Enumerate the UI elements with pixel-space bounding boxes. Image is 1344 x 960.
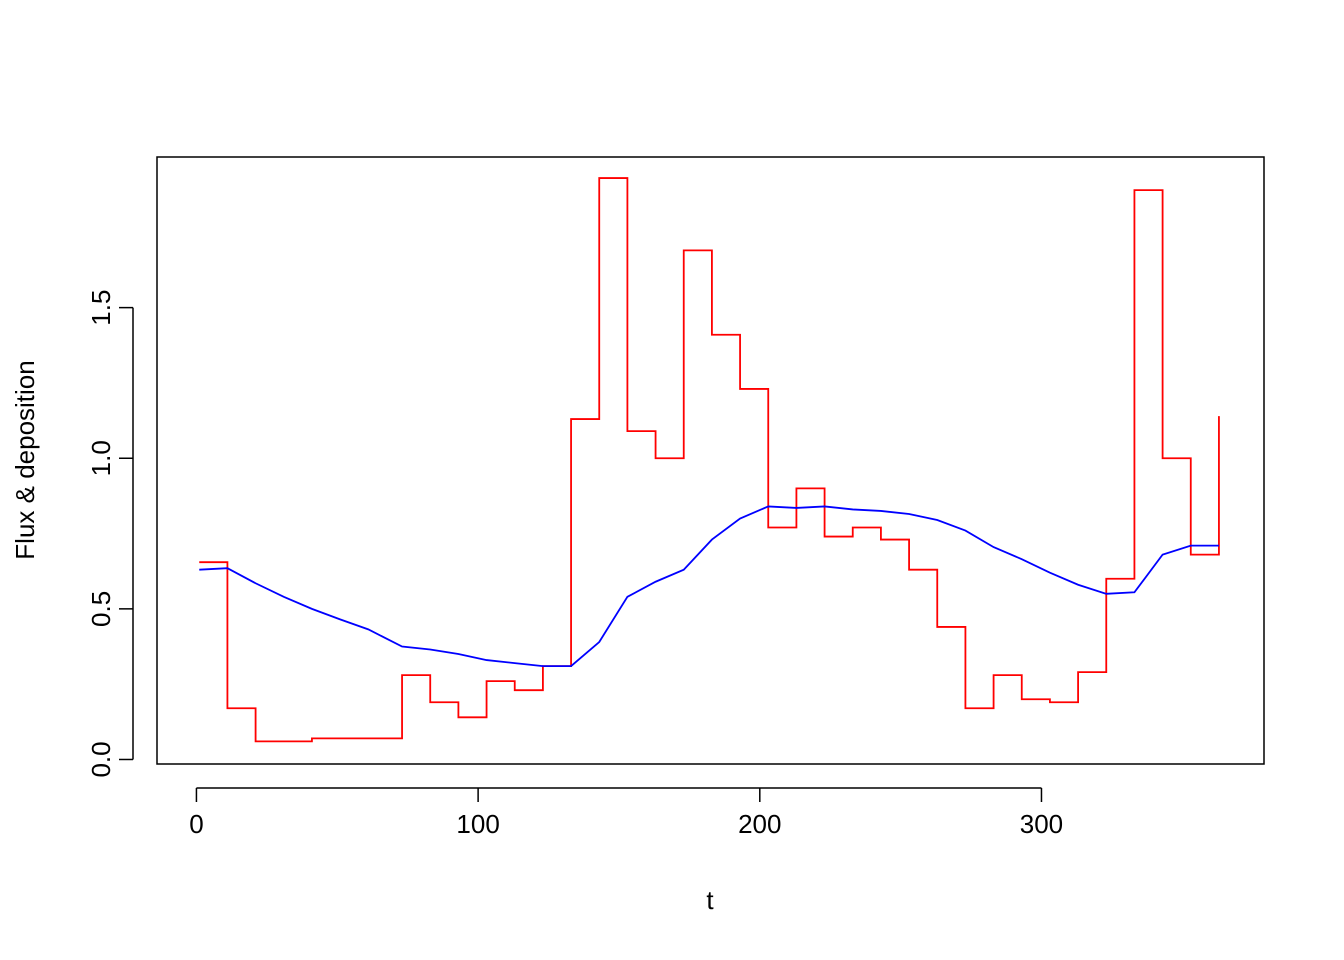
y-axis: 0.0 0.5 1.0 1.5 (86, 290, 134, 778)
flux-step-line (199, 177, 1220, 743)
x-tick-label: 300 (1020, 809, 1063, 839)
plot-frame (156, 156, 1265, 765)
y-tick-label: 0.5 (86, 591, 116, 627)
x-axis-label: t (706, 885, 714, 915)
deposition-line (199, 505, 1219, 667)
series-layer (199, 177, 1220, 743)
y-tick-label: 1.5 (86, 290, 116, 326)
y-axis-label: Flux & deposition (10, 360, 40, 559)
y-tick-label: 1.0 (86, 440, 116, 476)
x-tick-label: 200 (738, 809, 781, 839)
y-tick-label: 0.0 (86, 741, 116, 777)
x-tick-label: 0 (189, 809, 203, 839)
x-tick-label: 100 (456, 809, 499, 839)
x-axis: 0 100 200 300 (189, 787, 1063, 839)
